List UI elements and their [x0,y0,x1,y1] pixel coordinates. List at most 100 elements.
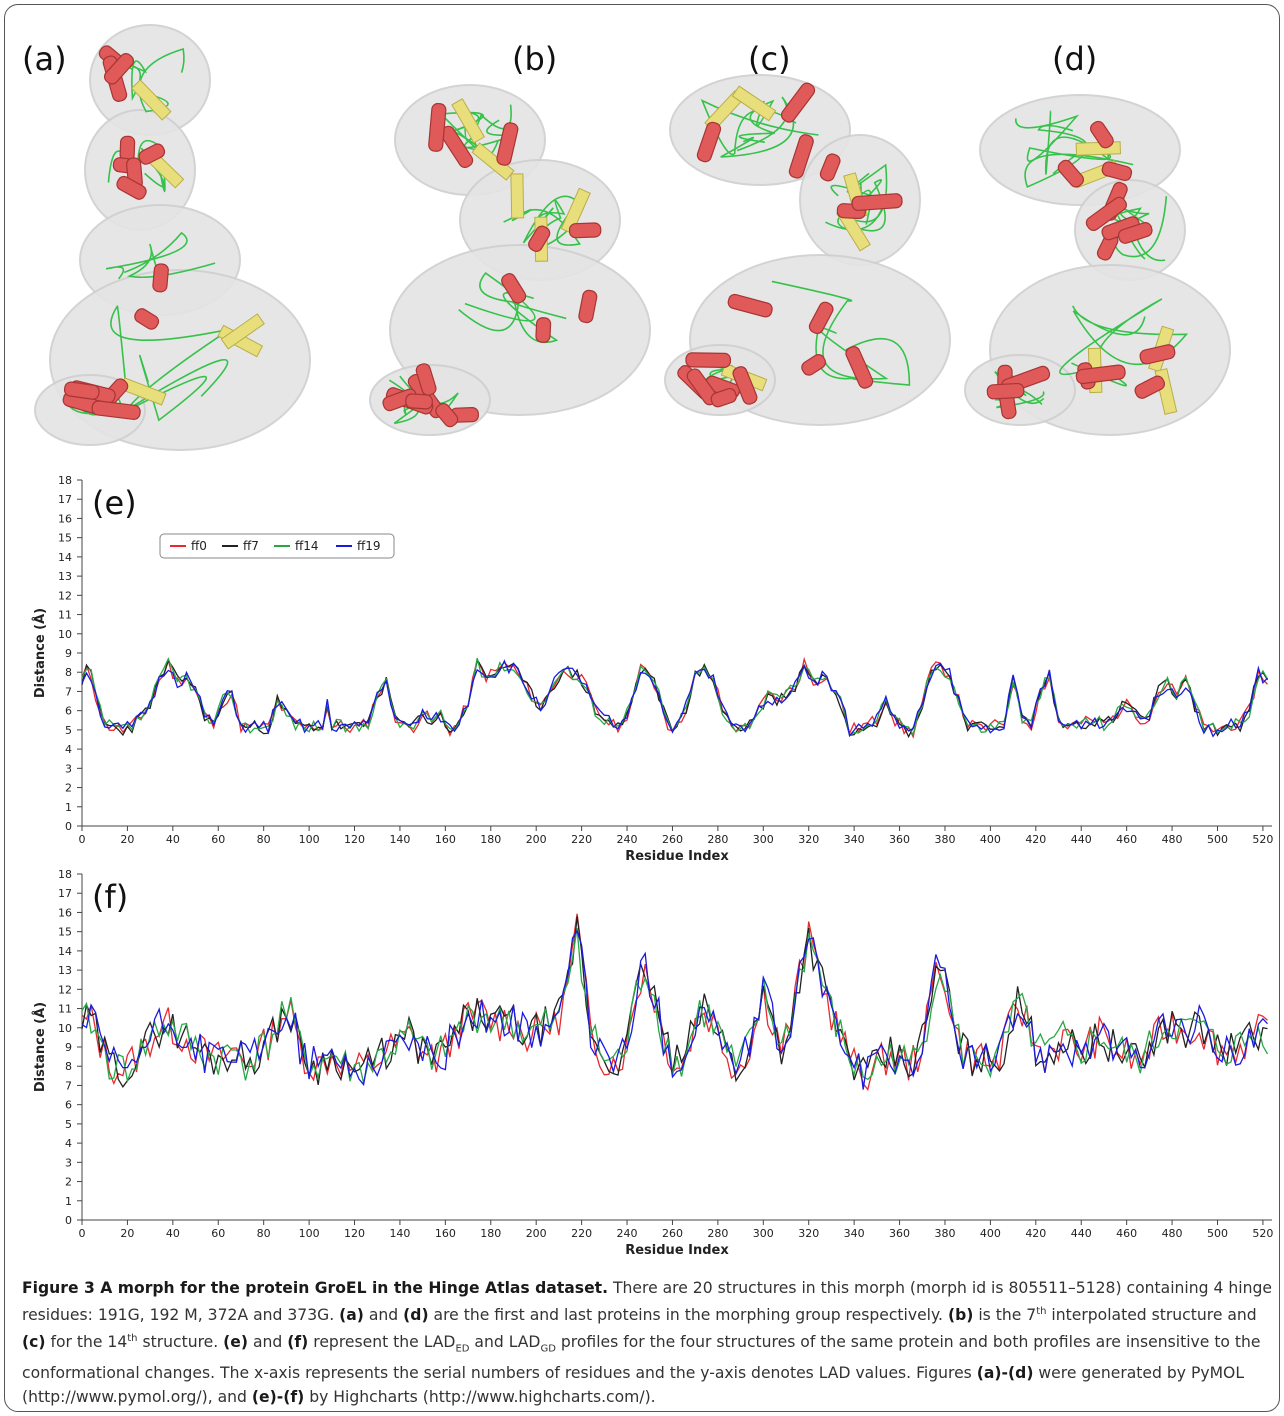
alpha-helix [819,153,841,182]
alpha-helix [134,308,160,330]
x-tick-label: 240 [617,1227,638,1240]
panel-label-a: (a) [22,40,67,78]
beta-sheet [560,187,591,235]
y-tick-label: 5 [65,1118,72,1131]
y-tick-label: 1 [65,1195,72,1208]
x-tick-label: 420 [1025,833,1046,846]
legend[interactable]: ff0 ff7 ff14 ff19 [159,533,395,559]
x-tick-label: 240 [617,833,638,846]
x-tick-label: 260 [662,833,683,846]
y-tick-label: 1 [65,801,72,814]
x-tick-label: 80 [257,833,271,846]
legend-label-ff0[interactable]: ff0 [191,539,207,553]
structure-panel-b [369,84,651,436]
x-tick-label: 440 [1071,833,1092,846]
x-tick-label: 340 [844,1227,865,1240]
x-tick-label: 40 [166,1227,180,1240]
beta-sheet [220,313,265,350]
loop [110,305,231,414]
alpha-helix [1075,364,1126,385]
x-tick-label: 140 [389,1227,410,1240]
alpha-helix [1101,161,1133,181]
legend-label-ff7[interactable]: ff7 [243,539,259,553]
y-tick-label: 3 [65,1156,72,1169]
y-tick-label: 4 [65,743,72,756]
x-tick-label: 60 [211,833,225,846]
y-tick-label: 3 [65,762,72,775]
x-tick-label: 60 [211,1227,225,1240]
alpha-helix [1089,120,1114,149]
alpha-helix [727,293,773,318]
x-tick-label: 480 [1162,1227,1183,1240]
y-tick-label: 9 [65,1041,72,1054]
alpha-helix [1057,159,1085,188]
x-tick-label: 220 [571,1227,592,1240]
alpha-helix [405,393,433,410]
beta-sheet [510,173,525,219]
x-tick-label: 20 [120,833,134,846]
beta-sheet [451,98,486,144]
x-tick-label: 40 [166,833,180,846]
x-tick-label: 500 [1207,1227,1228,1240]
x-tick-label: 460 [1116,1227,1137,1240]
loop [1024,124,1134,188]
y-tick-label: 16 [58,512,72,525]
y-tick-label: 7 [65,685,72,698]
alpha-helix [1134,375,1166,399]
loop [115,354,229,422]
x-tick-label: 280 [707,1227,728,1240]
alpha-helix [1139,344,1176,365]
y-tick-label: 2 [65,1176,72,1189]
x-tick-label: 380 [934,1227,955,1240]
x-tick-label: 160 [435,833,456,846]
x-tick-label: 300 [753,833,774,846]
x-tick-label: 120 [344,833,365,846]
y-tick-label: 13 [58,964,72,977]
alpha-helix [91,400,141,420]
x-tick-label: 260 [662,1227,683,1240]
loop [1072,305,1189,366]
y-tick-label: 2 [65,782,72,795]
y-tick-label: 17 [58,493,72,506]
loop [771,280,889,380]
x-tick-label: 380 [934,833,955,846]
x-tick-label: 480 [1162,833,1183,846]
y-tick-label: 7 [65,1079,72,1092]
x-tick-label: 320 [798,1227,819,1240]
y-tick-label: 14 [58,551,72,564]
loop [700,98,819,156]
alpha-helix [528,225,551,252]
alpha-helix [568,222,602,239]
alpha-helix [986,382,1025,400]
alpha-helix [496,122,519,166]
x-tick-label: 520 [1252,1227,1273,1240]
figure-caption: Figure 3 A morph for the protein GroEL i… [22,1279,1272,1407]
legend-label-ff19[interactable]: ff19 [357,539,381,553]
alpha-helix [845,346,874,389]
series-line-ff7 [81,916,1268,1088]
x-tick-label: 220 [571,833,592,846]
x-tick-label: 180 [480,833,501,846]
y-tick-label: 12 [58,589,72,602]
x-tick-label: 300 [753,1227,774,1240]
series-line-ff19 [81,929,1268,1090]
y-tick-label: 9 [65,647,72,660]
loop [720,96,795,158]
y-tick-label: 10 [58,1022,72,1035]
alpha-helix [63,381,100,400]
caption-title: Figure 3 A morph for the protein GroEL i… [22,1279,609,1297]
x-tick-label: 360 [889,1227,910,1240]
x-tick-label: 520 [1252,833,1273,846]
loop [141,148,166,193]
y-axis-label: Distance (Å) [32,608,48,698]
y-tick-label: 12 [58,983,72,996]
y-tick-label: 0 [65,1214,72,1227]
y-tick-label: 11 [58,1003,72,1016]
alpha-helix [801,354,827,376]
y-tick-label: 6 [65,705,72,718]
alpha-helix [851,193,903,212]
alpha-helix [103,53,135,85]
legend-label-ff14[interactable]: ff14 [295,539,319,553]
protein-structures [34,24,1231,451]
